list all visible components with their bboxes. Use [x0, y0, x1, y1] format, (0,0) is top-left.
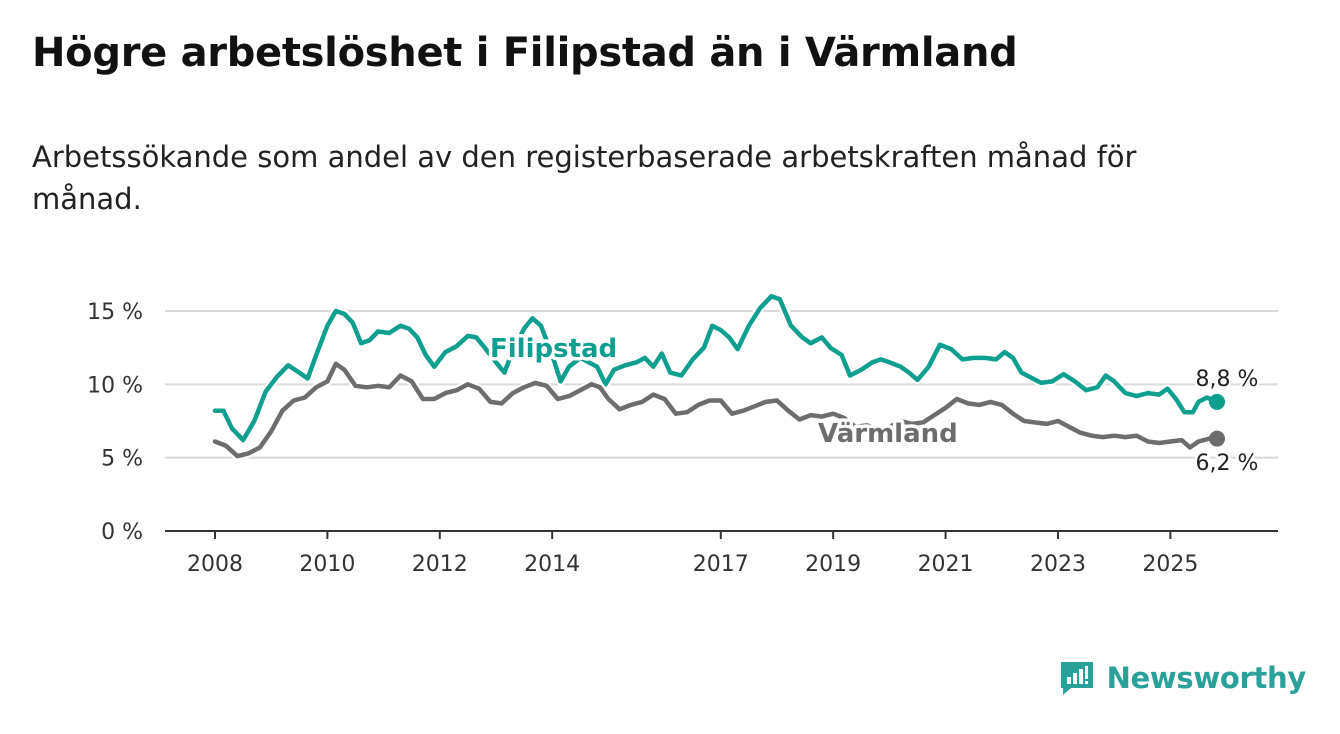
- series-name-label: Filipstad: [490, 334, 617, 364]
- series-line-halo: [210, 291, 1222, 445]
- x-tick-label: 2010: [299, 552, 355, 577]
- x-axis: 2008 2010 2012 2014 2017 2019 2021 2023 2025: [165, 530, 1278, 577]
- series-end-marker: [1209, 430, 1225, 447]
- y-tick-label: 0 %: [101, 520, 143, 545]
- x-tick-label: 2025: [1142, 552, 1198, 577]
- series-lines: [210, 291, 1225, 461]
- chart-subtitle: Arbetssökande som andel av den registerb…: [32, 140, 1137, 216]
- y-axis-labels: 0 % 5 % 10 % 15 %: [87, 300, 143, 545]
- chart-title: Högre arbetslöshet i Filipstad än i Värm…: [32, 30, 1018, 76]
- x-tick-label: 2008: [187, 552, 243, 577]
- y-tick-label: 10 %: [87, 373, 143, 398]
- newsworthy-logo: Newsworthy: [1059, 660, 1306, 696]
- y-tick-label: 15 %: [87, 300, 143, 325]
- series-end-value-label: 8,8 %: [1196, 367, 1259, 392]
- newsworthy-logo-icon: [1060, 662, 1093, 695]
- x-tick-label: 2014: [524, 552, 580, 577]
- series-end-value-label: 6,2 %: [1196, 451, 1259, 476]
- series-end-marker: [1209, 393, 1225, 410]
- series-labels: Filipstad 8,8 % Värmland 6,2 %: [487, 331, 1261, 479]
- series-name-label: Värmland: [818, 419, 958, 449]
- x-tick-label: 2019: [805, 552, 861, 577]
- series-line: [212, 294, 1220, 443]
- x-tick-label: 2023: [1030, 552, 1086, 577]
- x-tick-label: 2012: [412, 552, 468, 577]
- y-tick-label: 5 %: [101, 447, 143, 472]
- series-line: [212, 361, 1220, 459]
- newsworthy-logo-text: Newsworthy: [1106, 661, 1307, 695]
- x-tick-label: 2021: [918, 552, 974, 577]
- x-tick-label: 2017: [693, 552, 749, 577]
